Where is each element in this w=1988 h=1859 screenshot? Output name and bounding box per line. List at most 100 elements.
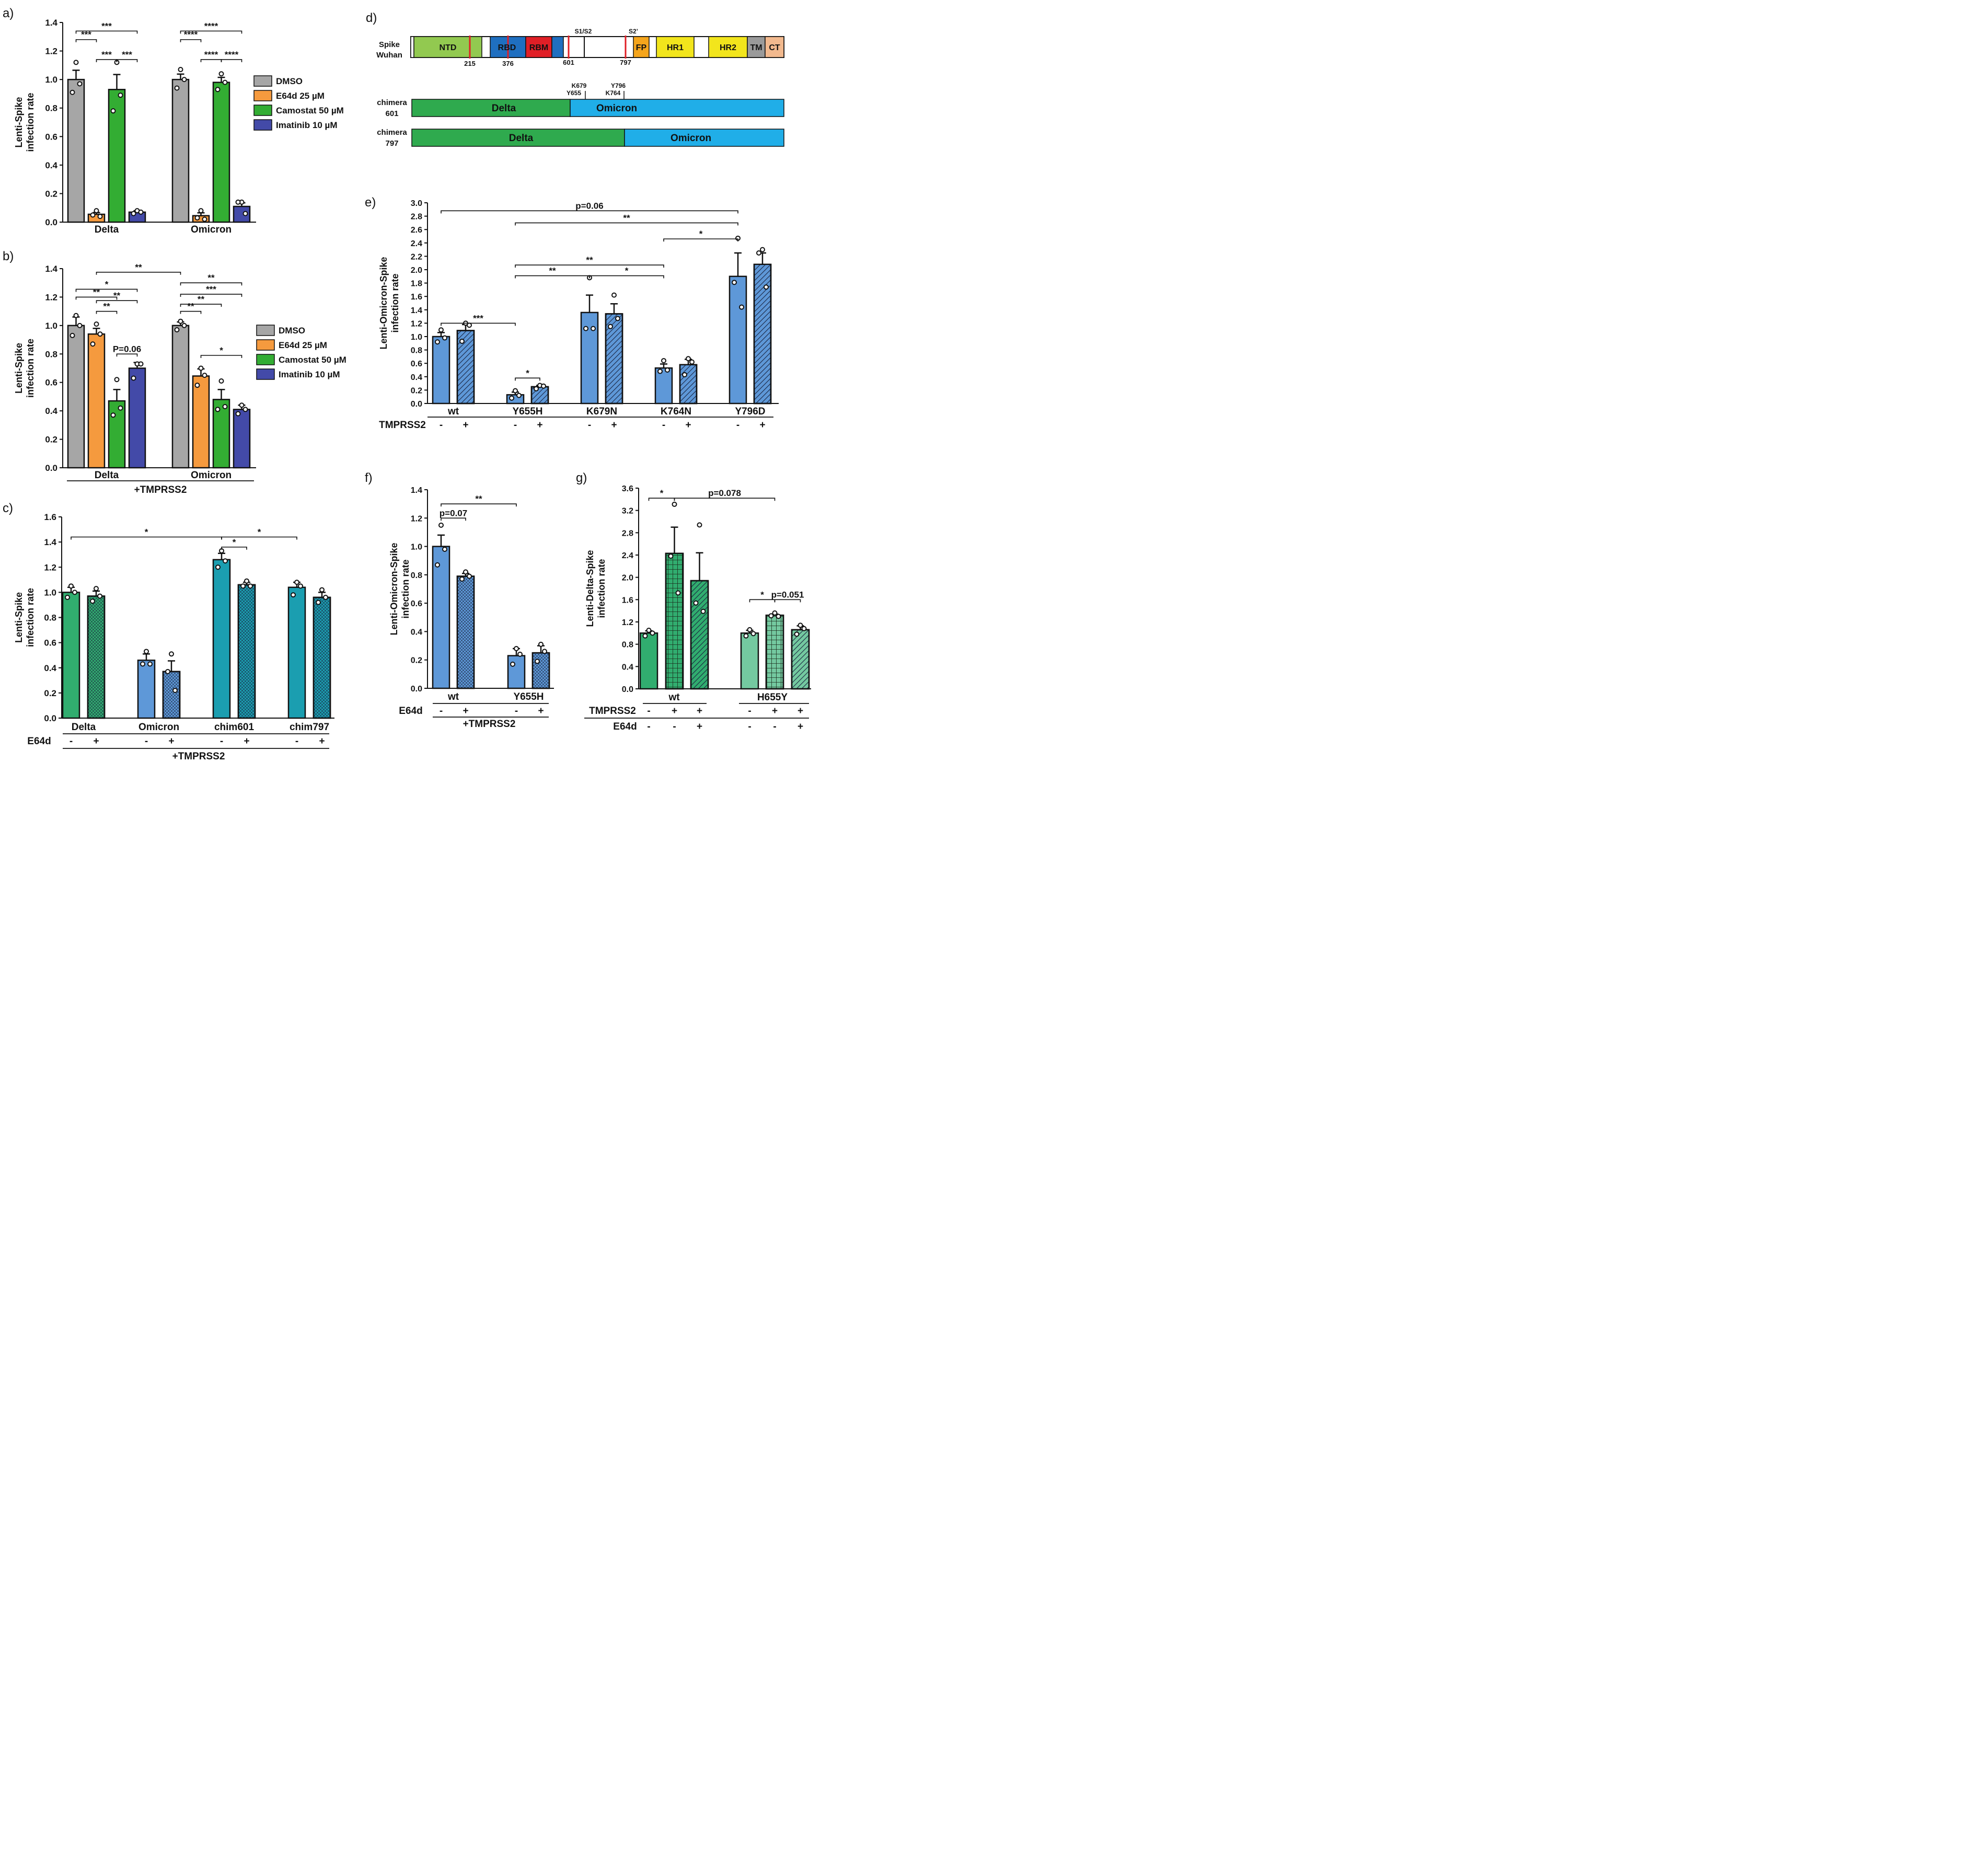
significance-bracket	[75, 288, 138, 292]
data-point	[657, 368, 663, 374]
y-axis-title: Lenti-Delta-Spike	[585, 550, 595, 627]
legend-swatch	[256, 325, 275, 336]
y-tick-label: 1.0	[45, 75, 57, 85]
group-label: +TMPRSS2	[172, 751, 225, 762]
data-point	[700, 608, 706, 614]
significance-label: p=0.07	[440, 508, 467, 518]
chimera797-omicron-text: Omicron	[671, 133, 711, 144]
data-point	[118, 93, 123, 98]
x-category-label: Omicron	[191, 470, 232, 481]
spike-wuhan-label-2: Wuhan	[376, 51, 402, 60]
y-tick-label: 2.0	[622, 574, 633, 583]
mut-y655: Y655	[567, 89, 581, 97]
significance-bracket	[180, 304, 222, 307]
y-tick-label: 0.8	[45, 103, 57, 113]
treatment-value: -	[515, 706, 518, 717]
y-tick-label: 0.4	[44, 663, 56, 673]
data-point	[90, 341, 96, 347]
y-tick-label: 0.0	[45, 217, 57, 227]
treatment-label: E64d	[27, 736, 51, 747]
data-point	[732, 280, 737, 285]
bar	[212, 82, 230, 223]
significance-label: *	[233, 537, 236, 547]
data-point	[65, 595, 70, 600]
bar	[137, 660, 156, 719]
significance-label: ***	[206, 284, 216, 294]
data-point	[131, 211, 136, 216]
panel-d: d) Spike Wuhan NTD RBD RBM FP HR1 HR2 TM…	[366, 11, 784, 148]
bar	[740, 632, 759, 690]
bar	[432, 336, 450, 405]
x-category-label: wt	[447, 691, 459, 702]
data-point	[794, 631, 800, 637]
domain-pre	[410, 36, 414, 58]
x-category-label: chim797	[290, 722, 329, 733]
significance-bracket	[221, 546, 247, 550]
data-point	[611, 292, 617, 298]
legend-label: E64d 25 µM	[276, 91, 325, 101]
data-point	[97, 593, 102, 599]
data-point	[198, 208, 204, 214]
significance-bracket	[663, 238, 738, 242]
significance-label: **	[198, 294, 205, 304]
legend-swatch	[253, 105, 272, 116]
data-point	[198, 365, 204, 371]
data-point	[467, 322, 472, 328]
bar	[128, 367, 146, 469]
bar	[67, 78, 85, 223]
domain-label-rbm: RBM	[529, 43, 548, 52]
y-tick-label: 1.4	[45, 264, 57, 274]
data-point	[608, 324, 613, 329]
legend-label: DMSO	[276, 76, 303, 86]
data-point	[181, 322, 187, 328]
legend-swatch	[253, 119, 272, 131]
data-point	[68, 583, 74, 589]
chimera601-label-1: chimera	[377, 98, 407, 107]
treatment-value: +	[611, 420, 617, 431]
data-point	[583, 326, 588, 331]
data-point	[438, 327, 444, 333]
bar-hatch	[791, 629, 810, 690]
data-point	[323, 595, 328, 600]
y-tick-label: 1.4	[411, 306, 422, 315]
data-point	[165, 668, 170, 674]
y-tick-label: 1.0	[411, 543, 422, 552]
x-category-label: K764N	[661, 406, 691, 417]
data-point	[682, 372, 687, 377]
bar-hatch	[765, 614, 784, 690]
significance-label: P=0.06	[113, 344, 141, 354]
significance-bracket	[96, 59, 118, 62]
treatment-value: +	[319, 736, 325, 747]
data-point	[756, 250, 761, 256]
significance-bracket	[749, 599, 776, 603]
significance-bracket	[75, 30, 138, 34]
y-tick-label: 0.0	[622, 685, 633, 694]
treatment-value: +	[797, 721, 803, 732]
y-tick-label: 2.8	[411, 213, 422, 222]
y-tick-label: 0.8	[411, 571, 422, 580]
x-category-label: Delta	[72, 722, 96, 733]
significance-bracket	[96, 310, 118, 314]
data-point	[94, 586, 99, 592]
domain-hr2	[708, 36, 748, 58]
bar-hatch	[313, 596, 331, 719]
data-point	[174, 85, 180, 91]
data-point	[222, 79, 228, 85]
significance-bracket	[515, 222, 738, 226]
bar-hatch	[679, 364, 698, 405]
data-point	[138, 209, 144, 215]
significance-label: **	[113, 291, 121, 301]
x-category-label: Omicron	[191, 224, 232, 235]
bar	[729, 275, 747, 405]
data-point	[294, 580, 299, 585]
data-point	[131, 375, 136, 381]
spike-wuhan-label-1: Spike	[379, 40, 400, 49]
significance-bracket	[515, 377, 540, 381]
bar-hatch	[605, 313, 623, 405]
treatment-value: -	[588, 420, 591, 431]
x-category-label: Omicron	[138, 722, 179, 733]
data-point	[538, 641, 544, 647]
bar	[108, 400, 126, 469]
significance-label: ***	[81, 30, 91, 40]
y-axis-title: infection rate	[390, 273, 400, 332]
